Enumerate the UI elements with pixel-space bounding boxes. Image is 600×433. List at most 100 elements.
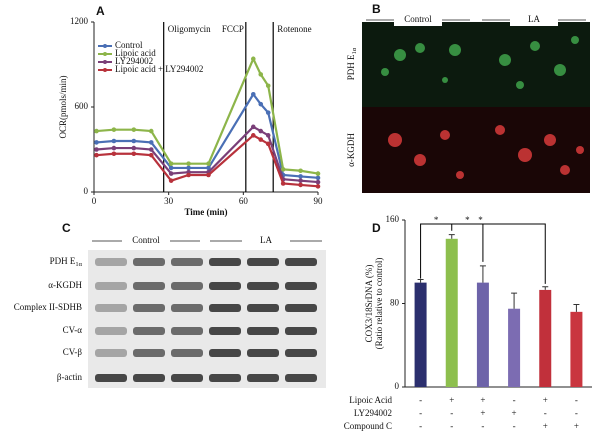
- micro-image-red: [362, 107, 590, 193]
- error-bar: [542, 286, 549, 290]
- column-label: Control: [404, 14, 432, 24]
- point: [206, 161, 211, 166]
- point: [186, 165, 191, 171]
- blot-band: [247, 304, 279, 312]
- blot-band: [209, 258, 241, 266]
- blot-band: [285, 374, 317, 382]
- x-tick-label: 30: [164, 196, 174, 206]
- label-bg: [122, 235, 170, 247]
- blot-band: [285, 327, 317, 335]
- legend-label: Lipoic acid: [115, 48, 156, 58]
- label-main: α-KGDH: [48, 280, 82, 290]
- point: [315, 175, 321, 181]
- condition-sign: +: [543, 421, 548, 431]
- error-bar: [417, 278, 424, 283]
- x-tick-label: 90: [314, 196, 324, 206]
- point: [258, 137, 264, 142]
- point: [250, 56, 256, 62]
- bracket: [420, 223, 546, 284]
- blot-band: [209, 349, 241, 357]
- blot-band: [247, 374, 279, 382]
- error-bar: [573, 304, 580, 312]
- condition-sign: +: [574, 421, 579, 431]
- condition-sign: -: [513, 421, 516, 431]
- point: [298, 174, 303, 179]
- blot-band: [171, 374, 203, 382]
- point: [168, 171, 174, 176]
- y-tick-label: 0: [395, 381, 400, 391]
- column-label: Control: [132, 235, 160, 245]
- blot-band: [171, 349, 203, 357]
- condition-sign: -: [419, 421, 422, 431]
- panel-label: C: [62, 221, 71, 235]
- panel-label: B: [372, 2, 381, 16]
- legend-dot: [103, 60, 107, 64]
- point: [94, 147, 99, 152]
- blot-band: [285, 282, 317, 290]
- condition-sign: -: [575, 408, 578, 418]
- error-bar: [511, 292, 518, 309]
- significance: *: [478, 215, 483, 225]
- condition-sign: +: [480, 408, 485, 418]
- blot-band: [209, 327, 241, 335]
- row-label: CV-β: [63, 347, 83, 357]
- error-bar: [448, 234, 455, 239]
- point: [186, 161, 191, 166]
- condition-sign: -: [544, 408, 547, 418]
- bar: [570, 311, 583, 387]
- point: [148, 128, 154, 134]
- point: [265, 133, 271, 138]
- point: [94, 140, 99, 145]
- legend-label: LY294002: [115, 56, 153, 66]
- blot-band: [133, 258, 165, 266]
- blot-band: [133, 349, 165, 357]
- bar: [508, 308, 521, 387]
- point: [250, 91, 256, 97]
- micro-image-green: [362, 22, 590, 107]
- label-main: PDH E: [346, 54, 356, 80]
- y-tick-label: 1200: [70, 16, 89, 26]
- x-axis-label: Time (min): [184, 207, 227, 217]
- blot: [88, 250, 326, 388]
- point: [265, 141, 271, 147]
- series-line: [96, 56, 319, 175]
- event-label: Oligomycin: [168, 24, 211, 34]
- column-label: LA: [528, 14, 540, 24]
- blot-band: [209, 374, 241, 382]
- point: [111, 145, 117, 151]
- point: [168, 161, 174, 166]
- point: [250, 133, 256, 138]
- label-bg: [510, 14, 558, 26]
- row-label: α-KGDH: [48, 280, 82, 290]
- condition-sign: -: [575, 395, 578, 405]
- legend-label: Lipoic acid + LY294002: [115, 64, 203, 74]
- condition-sign: +: [543, 395, 548, 405]
- blot-band: [285, 349, 317, 357]
- cells-red: [388, 125, 584, 179]
- point: [250, 124, 256, 130]
- blot-band: [95, 349, 127, 357]
- y-axis-label: OCR(pmols/min): [58, 75, 68, 138]
- blot-band: [133, 374, 165, 382]
- label-bg: [242, 235, 290, 247]
- point: [111, 138, 117, 144]
- condition-sign: +: [449, 395, 454, 405]
- label-main: β-actin: [57, 372, 83, 382]
- blot-band: [247, 349, 279, 357]
- point: [94, 152, 99, 158]
- legend-label: Control: [115, 40, 143, 50]
- row-label: PDH E1α: [346, 47, 358, 80]
- panel-label: A: [96, 4, 105, 18]
- blot-band: [133, 282, 165, 290]
- y-tick-label: 80: [390, 298, 400, 308]
- blot-band: [95, 282, 127, 290]
- blot-band: [285, 258, 317, 266]
- condition-sign: -: [513, 395, 516, 405]
- row-label: CV-α: [63, 325, 83, 335]
- blot-band: [171, 258, 203, 266]
- blot-band: [95, 258, 127, 266]
- blot-band: [133, 327, 165, 335]
- y-tick-label: 0: [84, 186, 89, 196]
- y-axis-label: COX3/18SrDNA (%): [364, 265, 374, 343]
